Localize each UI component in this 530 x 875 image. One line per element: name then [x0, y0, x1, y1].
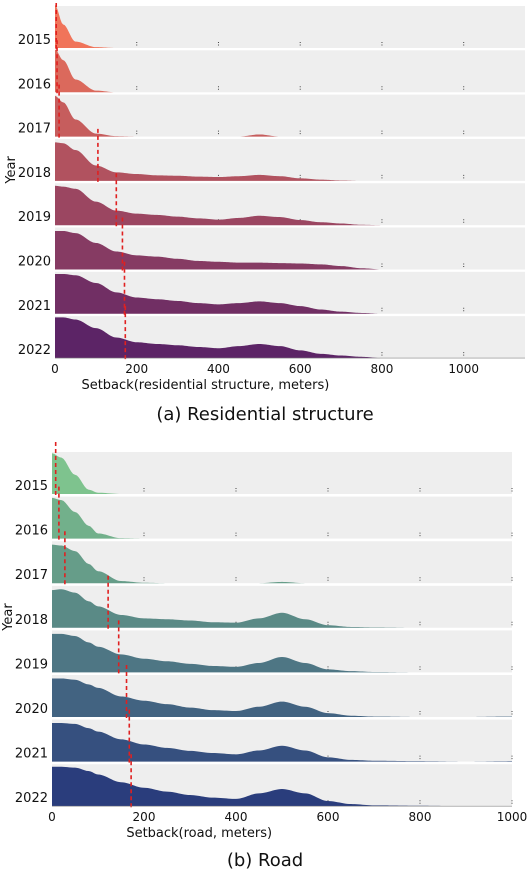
density-area-2020 — [55, 230, 382, 270]
panel-background — [55, 138, 525, 181]
panel-background — [52, 541, 512, 584]
density-area-2018 — [52, 589, 512, 628]
year-label-2018: 2018 — [18, 166, 51, 181]
x-tick-label: 400 — [207, 362, 230, 376]
x-tick-label: 200 — [133, 810, 156, 824]
density-area-2017 — [52, 544, 512, 584]
year-label-2020: 2020 — [15, 702, 48, 717]
year-label-2021: 2021 — [15, 747, 48, 762]
density-area-2021 — [52, 723, 512, 762]
x-tick-label: 0 — [48, 810, 56, 824]
year-label-2015: 2015 — [18, 33, 51, 48]
year-label-2020: 2020 — [18, 255, 51, 270]
year-label-2021: 2021 — [18, 299, 51, 314]
density-area-2019 — [52, 633, 512, 673]
panel-background — [52, 496, 512, 539]
panel-background — [55, 94, 525, 137]
density-area-2022 — [55, 317, 382, 359]
x-tick-label: 400 — [225, 810, 248, 824]
x-tick-label: 800 — [409, 810, 432, 824]
x-axis-label: Setback(residential structure, meters) — [81, 378, 329, 393]
x-tick-label: 600 — [289, 362, 312, 376]
year-label-2016: 2016 — [15, 524, 48, 539]
caption-road: (b) Road — [226, 850, 304, 871]
density-area-2021 — [55, 273, 382, 314]
density-area-2019 — [55, 185, 382, 226]
x-tick-label: 0 — [51, 362, 59, 376]
year-label-2022: 2022 — [18, 343, 51, 358]
x-tick-label: 800 — [371, 362, 394, 376]
year-label-2017: 2017 — [15, 568, 48, 583]
year-label-2016: 2016 — [18, 77, 51, 92]
x-tick-label: 600 — [317, 810, 340, 824]
density-area-2016 — [55, 49, 382, 93]
year-label-2022: 2022 — [15, 791, 48, 806]
caption-residential: (a) Residential structure — [156, 404, 374, 425]
panel-background — [55, 50, 525, 93]
year-label-2015: 2015 — [15, 479, 48, 494]
y-axis-label: Year — [4, 155, 19, 184]
density-area-2016 — [52, 497, 512, 539]
x-tick-label: 1000 — [448, 362, 479, 376]
density-area-2018 — [55, 142, 382, 181]
density-area-2020 — [52, 678, 512, 717]
panel-background — [52, 452, 512, 494]
y-axis-label: Year — [1, 603, 16, 632]
x-axis-label: Setback(road, meters) — [126, 826, 272, 841]
year-label-2019: 2019 — [18, 210, 51, 225]
year-label-2018: 2018 — [15, 613, 48, 628]
year-label-2019: 2019 — [15, 657, 48, 672]
year-label-2017: 2017 — [18, 122, 51, 137]
x-tick-label: 1000 — [497, 810, 528, 824]
x-tick-label: 200 — [125, 362, 148, 376]
density-area-2017 — [55, 95, 382, 137]
density-area-2022 — [52, 766, 512, 807]
panel-background — [55, 6, 525, 48]
